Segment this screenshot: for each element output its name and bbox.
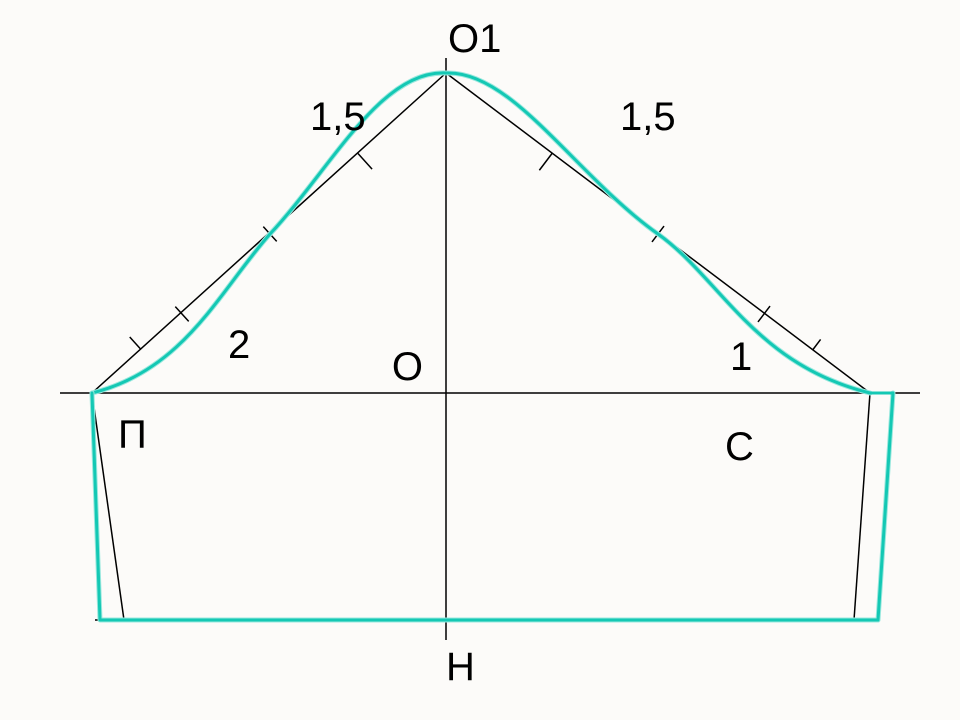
label-l_lower: 2	[228, 323, 250, 367]
inner-right-seam	[854, 393, 870, 620]
offset-left-upper	[358, 154, 372, 170]
pattern-halo	[92, 73, 870, 393]
label-r_upper: 1,5	[620, 95, 676, 139]
label-O1: О1	[448, 17, 501, 61]
label-C: С	[725, 425, 754, 469]
tick-R_lo	[758, 306, 770, 322]
offset-right-upper	[539, 154, 552, 171]
label-O: О	[392, 345, 423, 389]
label-r_lower: 1	[730, 335, 752, 379]
label-l_upper: 1,5	[310, 95, 366, 139]
sleeve-body-halo	[92, 393, 893, 620]
label-P: П	[118, 413, 147, 457]
tick-L_lo	[175, 307, 188, 322]
offset-left-lower	[130, 337, 141, 349]
sleeve-body-outline	[92, 393, 893, 620]
offset-right-lower	[813, 339, 821, 349]
label-H: Н	[446, 645, 475, 689]
